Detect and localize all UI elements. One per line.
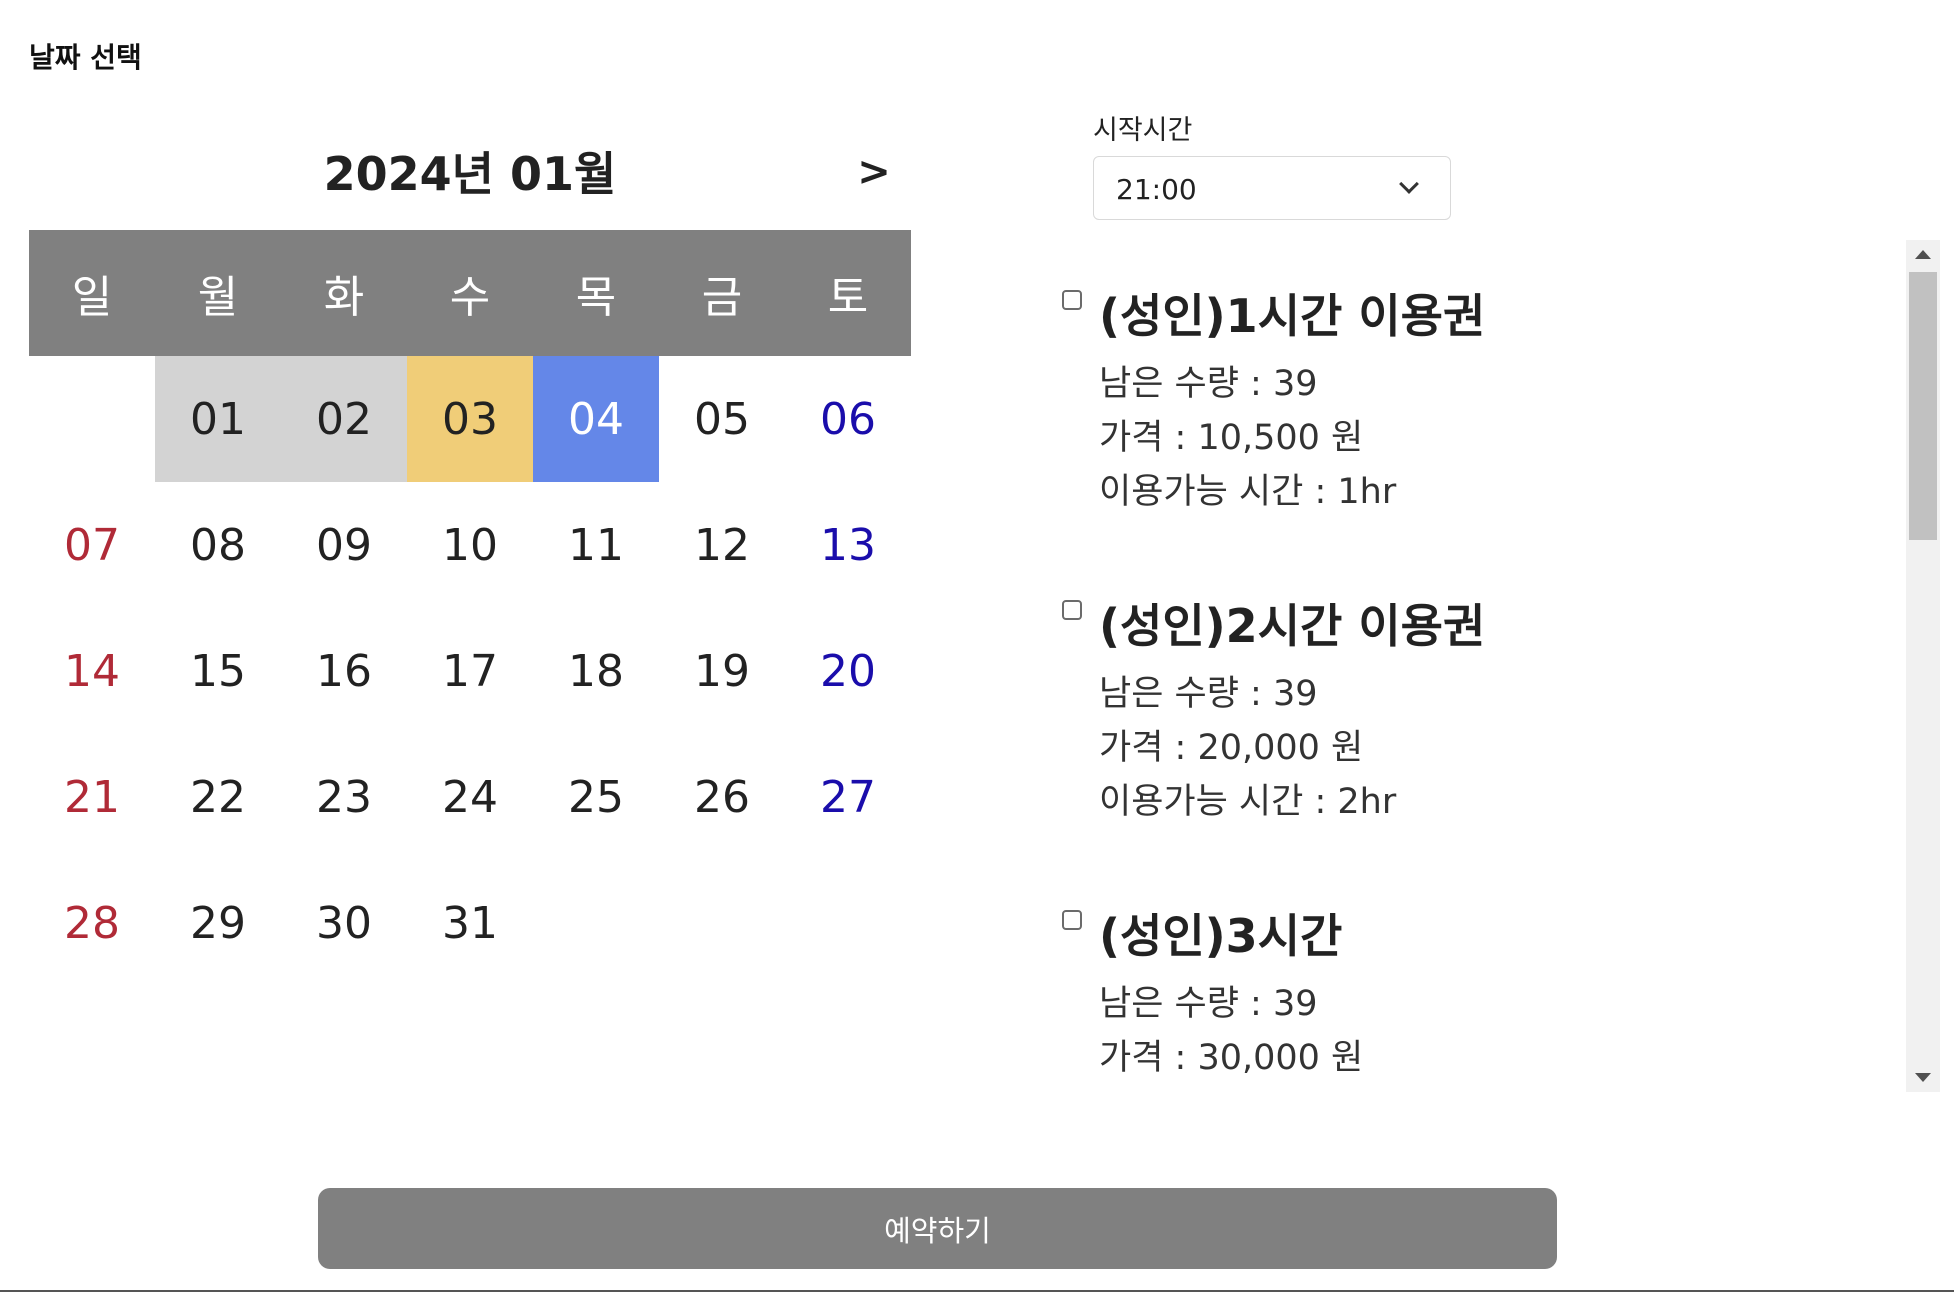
- weekday-wed: 수: [449, 272, 491, 323]
- calendar-day-06[interactable]: 06: [820, 393, 876, 445]
- ticket-remaining: 남은 수량 : 39: [1099, 984, 1318, 1024]
- weekday-thu: 목: [575, 272, 617, 323]
- calendar-days-grid: 01 02 03 04 05 06 07 08 09 10 11 12 13 14 15 16 17 18 19 20…: [29, 356, 911, 986]
- calendar-day-18[interactable]: 18: [568, 645, 624, 697]
- calendar-day-29[interactable]: 29: [190, 897, 246, 949]
- calendar-day-17[interactable]: 17: [442, 645, 498, 697]
- ticket-checkbox[interactable]: [1062, 600, 1082, 620]
- ticket-checkbox[interactable]: [1062, 290, 1082, 310]
- ticket-remaining: 남은 수량 : 39: [1099, 364, 1318, 404]
- calendar-day-19[interactable]: 19: [694, 645, 750, 697]
- calendar-day-25[interactable]: 25: [568, 771, 624, 823]
- calendar-day-14[interactable]: 14: [64, 645, 120, 697]
- calendar-day-03[interactable]: 03: [407, 356, 533, 482]
- page-title: 날짜 선택: [29, 41, 142, 74]
- start-time-value: 21:00: [1116, 173, 1197, 206]
- bottom-divider: [0, 1290, 1954, 1292]
- weekday-header: 일 월 화 수 목 금 토: [29, 230, 911, 356]
- ticket-list: (성인)1시간 이용권 남은 수량 : 39 가격 : 10,500 원 이용가…: [1040, 240, 1940, 1092]
- weekday-sun: 일: [71, 272, 113, 323]
- chevron-down-icon: [1399, 174, 1419, 194]
- calendar-day-30[interactable]: 30: [316, 897, 372, 949]
- calendar-day-10[interactable]: 10: [442, 519, 498, 571]
- calendar-day-28[interactable]: 28: [64, 897, 120, 949]
- calendar-empty-cell: [29, 356, 155, 482]
- ticket-duration: 이용가능 시간 : 1hr: [1099, 472, 1397, 512]
- calendar-day-12[interactable]: 12: [694, 519, 750, 571]
- ticket-title: (성인)1시간 이용권: [1099, 289, 1486, 343]
- calendar-day-09[interactable]: 09: [316, 519, 372, 571]
- calendar-day-15[interactable]: 15: [190, 645, 246, 697]
- calendar-day-22[interactable]: 22: [190, 771, 246, 823]
- calendar-header: 2024년 01월 >: [29, 120, 911, 230]
- calendar-day-11[interactable]: 11: [568, 519, 624, 571]
- calendar: 2024년 01월 > 일 월 화 수 목 금 토 01 02 03 04 05 06 07…: [29, 120, 911, 986]
- reserve-button[interactable]: 예약하기: [318, 1188, 1557, 1269]
- calendar-day-01[interactable]: 01: [155, 356, 281, 482]
- calendar-day-21[interactable]: 21: [64, 771, 120, 823]
- ticket-price: 가격 : 10,500 원: [1099, 418, 1364, 458]
- calendar-month-title: 2024년 01월: [323, 147, 617, 201]
- calendar-day-02[interactable]: 02: [281, 356, 407, 482]
- ticket-price: 가격 : 30,000 원: [1099, 1038, 1364, 1078]
- calendar-day-07[interactable]: 07: [64, 519, 120, 571]
- ticket-list-scrollbar[interactable]: [1906, 240, 1940, 1092]
- ticket-checkbox[interactable]: [1062, 910, 1082, 930]
- calendar-day-24[interactable]: 24: [442, 771, 498, 823]
- calendar-day-16[interactable]: 16: [316, 645, 372, 697]
- calendar-day-20[interactable]: 20: [820, 645, 876, 697]
- weekday-tue: 화: [323, 272, 365, 323]
- start-time-label: 시작시간: [1093, 115, 1193, 146]
- calendar-day-04[interactable]: 04: [533, 356, 659, 482]
- start-time-select[interactable]: 21:00: [1093, 156, 1451, 220]
- calendar-day-27[interactable]: 27: [820, 771, 876, 823]
- scroll-down-arrow-icon[interactable]: [1915, 1073, 1931, 1082]
- ticket-price: 가격 : 20,000 원: [1099, 728, 1364, 768]
- calendar-day-05[interactable]: 05: [694, 393, 750, 445]
- scrollbar-thumb[interactable]: [1909, 272, 1937, 540]
- ticket-title: (성인)2시간 이용권: [1099, 599, 1486, 653]
- weekday-mon: 월: [197, 272, 239, 323]
- weekday-fri: 금: [701, 272, 743, 323]
- next-month-button[interactable]: >: [857, 149, 891, 195]
- ticket-title: (성인)3시간: [1099, 909, 1343, 963]
- calendar-day-13[interactable]: 13: [820, 519, 876, 571]
- calendar-day-08[interactable]: 08: [190, 519, 246, 571]
- calendar-day-23[interactable]: 23: [316, 771, 372, 823]
- calendar-day-26[interactable]: 26: [694, 771, 750, 823]
- ticket-remaining: 남은 수량 : 39: [1099, 674, 1318, 714]
- ticket-duration: 이용가능 시간 : 2hr: [1099, 782, 1397, 822]
- calendar-day-31[interactable]: 31: [442, 897, 498, 949]
- weekday-sat: 토: [827, 272, 869, 323]
- scroll-up-arrow-icon[interactable]: [1915, 250, 1931, 259]
